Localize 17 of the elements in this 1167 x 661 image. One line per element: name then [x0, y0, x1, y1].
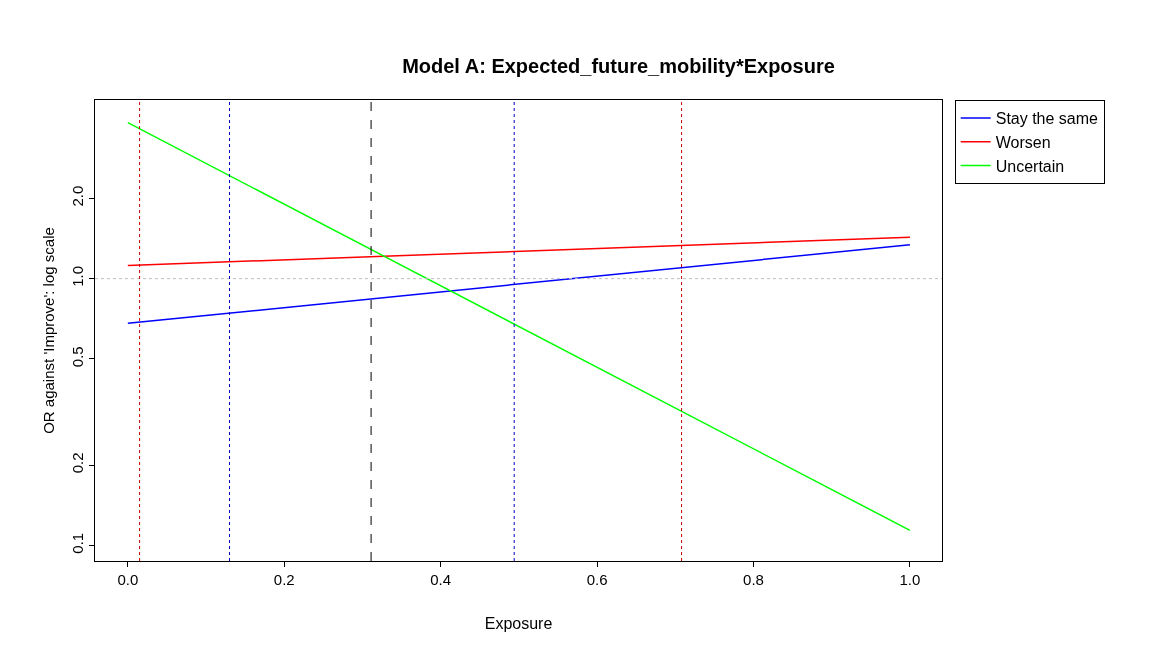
- x-tick-label: 0.0: [117, 571, 139, 588]
- x-tick-label: 0.8: [743, 571, 764, 588]
- x-tick-label: 0.2: [273, 571, 295, 588]
- legend-label: Uncertain: [995, 157, 1065, 175]
- y-axis-title: OR against 'Improve': log scale: [40, 227, 58, 434]
- y-tick-label: 1.0: [69, 265, 86, 287]
- legend-label: Worsen: [995, 133, 1051, 151]
- legend-label: Stay the same: [995, 110, 1099, 128]
- y-tick-label: 0.1: [69, 532, 86, 554]
- y-tick-label: 2.0: [69, 185, 86, 207]
- x-tick-label: 0.6: [586, 571, 608, 588]
- y-tick-label: 0.5: [69, 346, 86, 368]
- x-tick-label: 1.0: [899, 571, 921, 588]
- x-tick-label: 0.4: [430, 571, 452, 588]
- x-axis-title: Exposure: [484, 614, 553, 632]
- chart-title: Model A: Expected_future_mobility*Exposure: [402, 55, 835, 78]
- y-tick-label: 0.2: [69, 452, 86, 474]
